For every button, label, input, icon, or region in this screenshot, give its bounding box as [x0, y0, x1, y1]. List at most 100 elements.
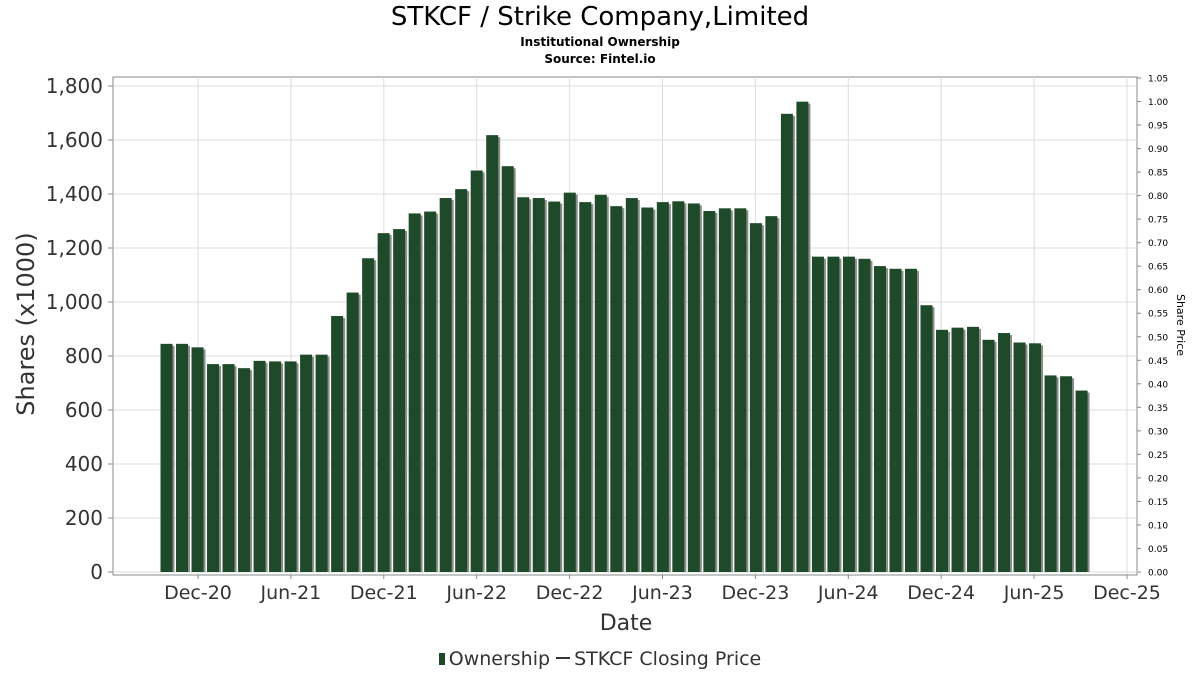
bar: [687, 203, 700, 572]
bar: [858, 258, 871, 572]
bar: [176, 343, 189, 572]
bar: [563, 192, 576, 572]
bar: [393, 229, 406, 572]
y2-tick-label: 1.05: [1148, 75, 1168, 85]
y-tick-label: 200: [65, 506, 103, 530]
bar: [548, 201, 561, 572]
y2-tick-label: 0.40: [1148, 380, 1168, 390]
chart-subtitle: Institutional Ownership: [520, 35, 680, 49]
y2-axis-title: Share Price: [1174, 294, 1187, 356]
legend-price-line: [556, 657, 571, 659]
y2-tick-label: 0.95: [1148, 122, 1168, 132]
y2-tick-label: 0.90: [1148, 145, 1168, 155]
legend-price-label: STKCF Closing Price: [574, 648, 762, 670]
y2-tick-label: 0.60: [1148, 286, 1168, 296]
y2-tick-label: 0.20: [1148, 474, 1168, 484]
bar: [1060, 376, 1073, 572]
bar: [998, 333, 1011, 572]
bar: [904, 268, 917, 572]
y2-tick-label: 0.55: [1148, 310, 1168, 320]
y2-tick-label: 0.85: [1148, 169, 1168, 179]
bar: [811, 256, 824, 572]
y2-tick-label: 0.80: [1148, 192, 1168, 202]
bar: [269, 361, 282, 572]
x-tick-label: Dec-25: [1093, 582, 1161, 604]
bar: [889, 268, 902, 572]
bar: [517, 197, 530, 573]
y2-tick-label: 0.35: [1148, 404, 1168, 414]
bar: [796, 101, 809, 572]
bar: [532, 198, 545, 573]
x-tick-label: Jun-21: [260, 582, 322, 604]
y2-tick-label: 0.45: [1148, 357, 1168, 367]
bar: [951, 327, 964, 572]
y-tick-label: 1,200: [46, 236, 103, 260]
y-tick-label: 600: [65, 398, 103, 422]
x-tick-label: Jun-25: [1003, 582, 1065, 604]
bar: [656, 202, 669, 572]
bar: [780, 113, 793, 572]
plot-area: [112, 76, 1138, 576]
y2-tick-label: 0.00: [1148, 569, 1168, 579]
bar: [703, 211, 716, 572]
y2-tick-label: 0.25: [1148, 451, 1168, 461]
bar: [191, 347, 204, 572]
y-tick-label: 1,400: [46, 182, 103, 206]
y2-tick-label: 0.65: [1148, 263, 1168, 273]
bar: [641, 207, 654, 572]
x-tick-label: Dec-23: [721, 582, 789, 604]
y2-tick-label: 1.00: [1148, 98, 1168, 108]
y2-tick-label: 0.70: [1148, 239, 1168, 249]
bar: [749, 223, 762, 572]
bar: [424, 211, 437, 573]
y2-tick-label: 0.75: [1148, 216, 1168, 226]
chart-source: Source: Fintel.io: [544, 52, 656, 66]
bar: [1044, 375, 1057, 572]
bar: [346, 292, 359, 572]
x-axis-title: Date: [600, 611, 653, 636]
legend-ownership-swatch: [438, 653, 445, 665]
bar: [160, 343, 173, 572]
bar: [827, 256, 840, 572]
x-tick-label: Jun-22: [445, 582, 507, 604]
legend-ownership-label: Ownership: [448, 648, 551, 670]
bar: [207, 364, 220, 572]
x-tick-label: Jun-23: [631, 582, 693, 604]
bar: [765, 216, 778, 572]
bar: [982, 339, 995, 572]
bar: [718, 208, 731, 572]
y-tick-label: 1,800: [46, 74, 103, 98]
bar: [455, 189, 468, 572]
x-tick-label: Dec-20: [164, 582, 232, 604]
y2-tick-label: 0.30: [1148, 427, 1168, 437]
bar: [672, 201, 685, 573]
bar: [486, 135, 499, 572]
chart-title: STKCF / Strike Company,Limited: [390, 2, 810, 32]
bar: [315, 354, 328, 572]
bar: [967, 326, 980, 572]
bar: [408, 213, 421, 572]
bar: [936, 329, 948, 572]
bar: [377, 233, 390, 572]
bar: [300, 354, 313, 572]
bar: [842, 256, 855, 572]
bar: [920, 305, 933, 572]
bar: [253, 360, 266, 572]
bar: [222, 364, 235, 572]
x-tick-label: Dec-21: [350, 582, 418, 604]
bar: [625, 198, 638, 573]
y-tick-label: 400: [65, 452, 103, 476]
y-tick-label: 1,000: [46, 290, 103, 314]
y-tick-label: 0: [90, 560, 103, 584]
bar: [1029, 343, 1042, 572]
x-tick-label: Dec-22: [536, 582, 604, 604]
bar: [1013, 342, 1026, 572]
bar: [734, 208, 747, 572]
bar: [501, 166, 514, 572]
y2-tick-label: 0.50: [1148, 333, 1168, 343]
y-axis-title: Shares (x1000): [12, 232, 40, 415]
bar: [362, 258, 375, 572]
y-tick-label: 1,600: [46, 128, 103, 152]
bar: [238, 368, 251, 572]
